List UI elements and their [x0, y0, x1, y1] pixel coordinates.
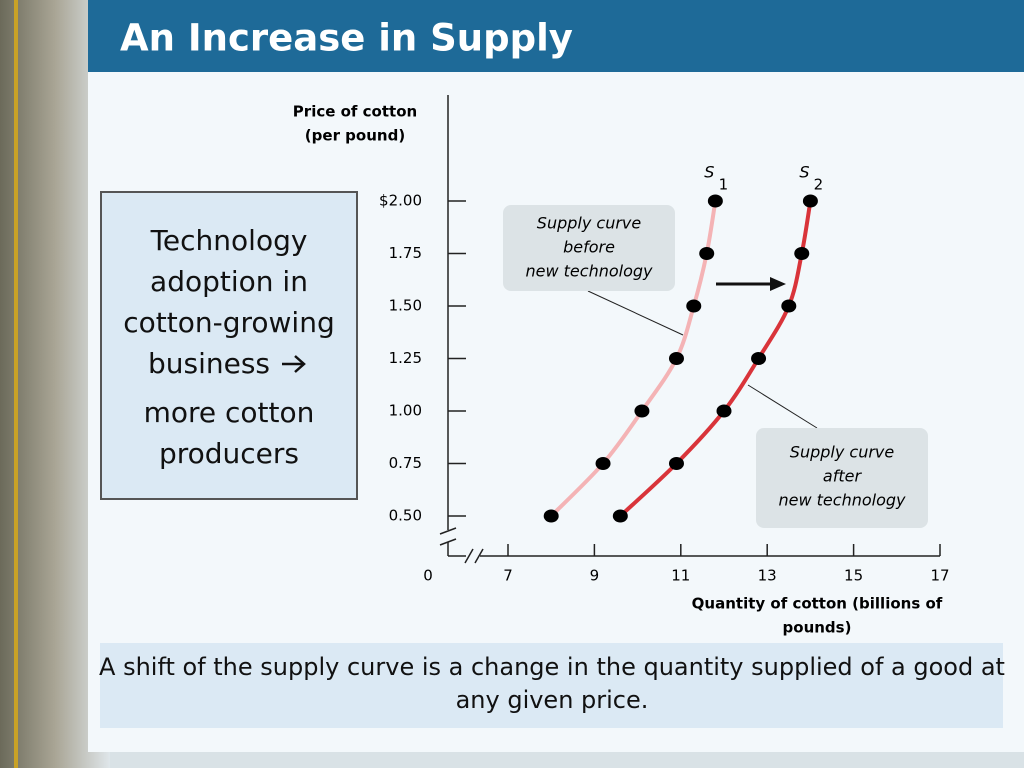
- side-text: producers: [159, 437, 299, 470]
- data-point: [543, 509, 559, 523]
- axis-break: [439, 527, 457, 535]
- footer-text: A shift of the supply curve is a change …: [99, 653, 1005, 681]
- slide-title: An Increase in Supply: [120, 17, 573, 60]
- shift-arrow-head: [770, 277, 786, 291]
- footer-text: any given price.: [456, 686, 649, 714]
- x-tick-label: 13: [758, 567, 777, 585]
- data-point: [595, 457, 611, 470]
- axis-break: [474, 548, 484, 564]
- annotation-text: new technology: [779, 491, 907, 510]
- side-box: [100, 191, 358, 500]
- leader-line: [587, 290, 684, 336]
- annotation-text: Supply curve: [790, 443, 895, 462]
- data-point: [634, 404, 650, 418]
- series-label: S: [799, 163, 809, 182]
- annotation-box: [756, 428, 928, 528]
- y-tick-label: 0.75: [389, 454, 422, 472]
- data-point: [802, 194, 818, 208]
- footer-box: [100, 643, 1003, 728]
- annotation-text: after: [823, 467, 863, 486]
- annotation-text: new technology: [526, 262, 654, 281]
- axis-break: [439, 538, 457, 546]
- annotation-box: [503, 205, 675, 291]
- side-text: more cotton: [144, 396, 315, 429]
- series-label-sub: 1: [719, 176, 729, 194]
- title-bar: [88, 0, 1024, 72]
- y-tick-label: 1.50: [389, 297, 422, 315]
- annotation-text: before: [563, 238, 615, 257]
- y-tick-label: 1.00: [389, 402, 422, 420]
- gold-stripe: [14, 0, 18, 768]
- x-tick-label: 9: [590, 567, 600, 585]
- side-text: Technology: [150, 224, 308, 257]
- data-point: [716, 404, 732, 418]
- x-tick-label: 17: [930, 567, 949, 585]
- axis-break: [464, 548, 474, 564]
- data-point: [781, 299, 797, 313]
- leader-line: [747, 384, 818, 429]
- x-axis-label: pounds): [783, 619, 852, 637]
- x-tick-label: 15: [844, 567, 863, 585]
- annotation-text: Supply curve: [537, 214, 642, 233]
- y-tick-label: 1.75: [389, 244, 422, 262]
- arrow-icon: [282, 355, 306, 373]
- x-axis-label: Quantity of cotton (billions of: [692, 595, 943, 613]
- y-axis-label: (per pound): [305, 127, 405, 145]
- y-axis-label: Price of cotton: [293, 103, 417, 121]
- side-text: adoption in: [150, 265, 308, 298]
- data-point: [707, 194, 723, 208]
- data-point: [699, 247, 715, 260]
- data-point: [686, 299, 702, 313]
- series-label-sub: 2: [814, 176, 824, 194]
- y-tick-label: 1.25: [389, 349, 422, 367]
- x-tick-label: 11: [671, 567, 690, 585]
- y-tick-label: $2.00: [379, 192, 422, 210]
- data-point: [794, 247, 810, 260]
- x-origin-label: 0: [423, 567, 433, 585]
- x-tick-label: 7: [503, 567, 513, 585]
- series-label: S: [704, 163, 714, 182]
- side-text: cotton-growing: [123, 306, 334, 339]
- data-point: [668, 457, 684, 470]
- data-point: [612, 509, 628, 523]
- y-tick-label: 0.50: [389, 507, 422, 525]
- side-text: business: [148, 347, 270, 380]
- data-point: [751, 352, 767, 365]
- data-point: [668, 352, 684, 365]
